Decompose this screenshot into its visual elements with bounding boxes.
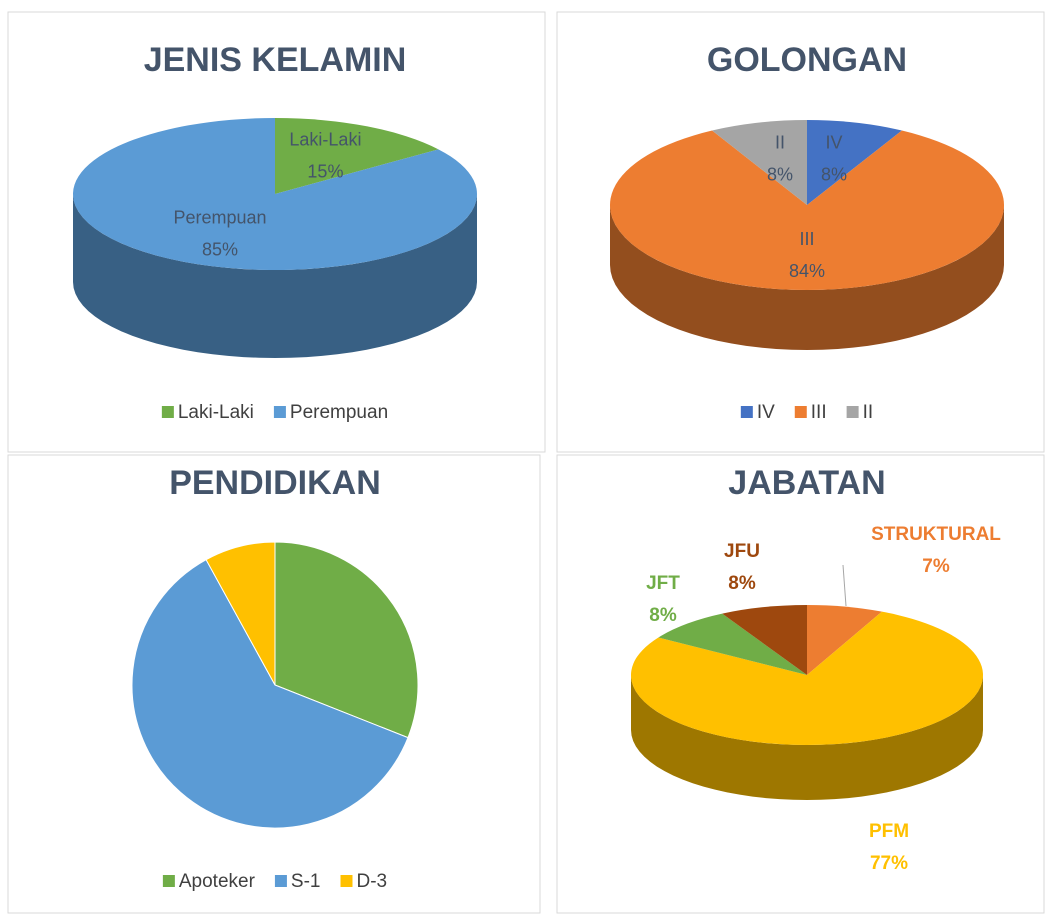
data-label-name: II (775, 132, 785, 152)
slice (610, 130, 1004, 290)
slice (205, 541, 276, 686)
chart-title: PENDIDIKAN (169, 464, 381, 502)
data-label: 8% (649, 605, 677, 626)
legend-swatch (846, 406, 859, 418)
chart-title: JABATAN (728, 464, 885, 502)
data-label-name: STRUKTURAL (871, 524, 1001, 545)
legend-swatch (162, 875, 175, 887)
data-label-name: Laki-Laki (289, 130, 361, 150)
slice (274, 541, 419, 739)
data-label-name: JFU (724, 541, 760, 562)
chart-title: GOLONGAN (707, 41, 907, 79)
slice (807, 120, 902, 205)
slice (722, 605, 807, 675)
slice (658, 613, 807, 675)
leader-line (842, 564, 847, 607)
legend-label: S-1 (291, 871, 321, 892)
panel (556, 454, 1045, 914)
data-label: 8% (767, 164, 793, 184)
slice (807, 605, 882, 675)
chart-title: JENIS KELAMIN (144, 41, 407, 79)
slice (73, 118, 478, 270)
legend-swatch (274, 875, 287, 887)
panel (7, 11, 546, 453)
legend-label: Apoteker (179, 871, 256, 892)
data-label-name: III (799, 229, 814, 249)
slice (712, 120, 807, 205)
legend-swatch (794, 406, 807, 418)
data-label-name: PFM (869, 821, 909, 842)
data-label: 77% (870, 853, 908, 874)
slice (630, 611, 983, 746)
slice (275, 118, 439, 194)
data-label-name: JFT (646, 573, 680, 594)
legend-label: Laki-Laki (178, 402, 254, 423)
legend-swatch (161, 406, 174, 418)
data-label: 8% (728, 573, 756, 594)
legend-swatch (273, 406, 286, 418)
legend-label: III (811, 402, 827, 423)
data-label-name: Perempuan (173, 207, 266, 227)
legend-label: D-3 (357, 871, 388, 892)
slice-side (73, 194, 477, 358)
legend-label: Perempuan (290, 402, 388, 423)
data-label-name: IV (825, 132, 842, 152)
slice-side (610, 205, 1004, 350)
data-label: 84% (789, 261, 825, 281)
slice-side (631, 675, 983, 800)
data-label: 8% (821, 164, 847, 184)
data-label: 15% (307, 162, 343, 182)
data-label: 85% (202, 239, 238, 259)
slice (131, 559, 409, 829)
panel (7, 454, 541, 914)
legend-label: IV (757, 402, 775, 423)
panel (556, 11, 1045, 453)
legend-swatch (340, 875, 353, 887)
data-label: 7% (922, 556, 950, 577)
legend-label: II (863, 402, 874, 423)
legend-swatch (740, 406, 753, 418)
